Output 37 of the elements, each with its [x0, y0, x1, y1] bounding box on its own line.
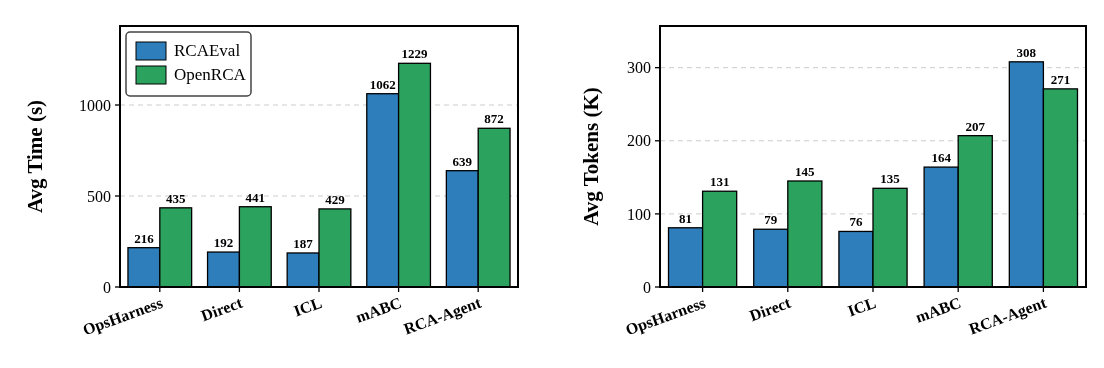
data-label: 1229 — [401, 46, 429, 62]
data-label: 135 — [880, 171, 901, 187]
data-label: 145 — [795, 163, 816, 179]
y-tick-label: 100 — [627, 205, 651, 223]
data-label: 1062 — [369, 76, 396, 92]
y-tick-label: 0 — [643, 278, 651, 296]
data-label: 216 — [134, 230, 155, 246]
x-tick-label: mABC — [913, 293, 964, 326]
x-tick-label: ICL — [845, 293, 879, 320]
y-tick-label: 0 — [103, 278, 111, 296]
x-tick-label: ICL — [291, 293, 325, 320]
y-tick-label: 500 — [87, 187, 111, 205]
data-label: 164 — [931, 150, 952, 166]
data-label: 131 — [709, 174, 730, 190]
data-label: 308 — [1016, 44, 1037, 60]
data-label: 187 — [293, 235, 314, 251]
y-axis-title: Avg Time (s) — [23, 99, 47, 214]
data-label: 435 — [165, 190, 186, 206]
data-label: 207 — [965, 118, 986, 134]
y-tick-label: 200 — [627, 132, 651, 150]
x-tick-label: Direct — [747, 293, 794, 325]
x-tick-label: mABC — [353, 293, 404, 326]
data-label: 271 — [1050, 71, 1071, 87]
data-label: 79 — [764, 212, 778, 228]
data-label: 639 — [452, 153, 473, 169]
legend-label: RCAEval — [174, 41, 241, 60]
y-tick-label: 1000 — [79, 96, 111, 114]
data-label: 81 — [679, 210, 693, 226]
data-label: 192 — [213, 235, 234, 251]
y-tick-label: 300 — [627, 59, 651, 77]
data-label: 872 — [484, 111, 504, 127]
legend-label: OpenRCA — [174, 65, 247, 84]
data-label: 441 — [245, 189, 266, 205]
y-axis-title: Avg Tokens (K) — [579, 87, 603, 226]
x-tick-label: Direct — [198, 293, 246, 325]
data-label: 429 — [325, 191, 346, 207]
data-label: 76 — [849, 214, 863, 230]
